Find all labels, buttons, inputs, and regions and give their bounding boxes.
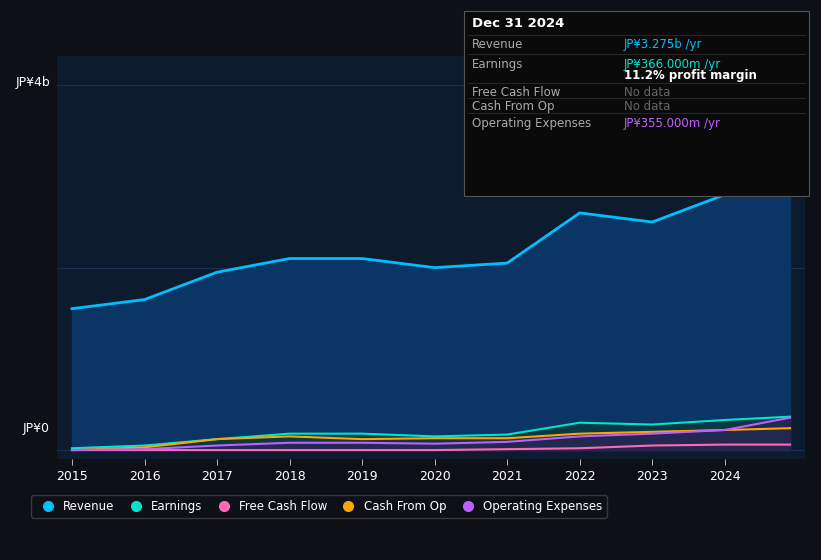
Text: No data: No data	[624, 86, 670, 99]
Text: Free Cash Flow: Free Cash Flow	[472, 86, 561, 99]
Legend: Revenue, Earnings, Free Cash Flow, Cash From Op, Operating Expenses: Revenue, Earnings, Free Cash Flow, Cash …	[31, 496, 607, 518]
Text: JP¥366.000m /yr: JP¥366.000m /yr	[624, 58, 721, 71]
Text: JP¥0: JP¥0	[23, 422, 50, 435]
Text: Operating Expenses: Operating Expenses	[472, 116, 591, 130]
Text: Revenue: Revenue	[472, 38, 524, 52]
Text: 11.2% profit margin: 11.2% profit margin	[624, 69, 757, 82]
Text: JP¥355.000m /yr: JP¥355.000m /yr	[624, 116, 721, 130]
Text: No data: No data	[624, 100, 670, 113]
Text: JP¥4b: JP¥4b	[16, 76, 50, 89]
Text: Cash From Op: Cash From Op	[472, 100, 554, 113]
Text: Earnings: Earnings	[472, 58, 524, 71]
Text: Dec 31 2024: Dec 31 2024	[472, 17, 565, 30]
Text: JP¥3.275b /yr: JP¥3.275b /yr	[624, 38, 703, 52]
